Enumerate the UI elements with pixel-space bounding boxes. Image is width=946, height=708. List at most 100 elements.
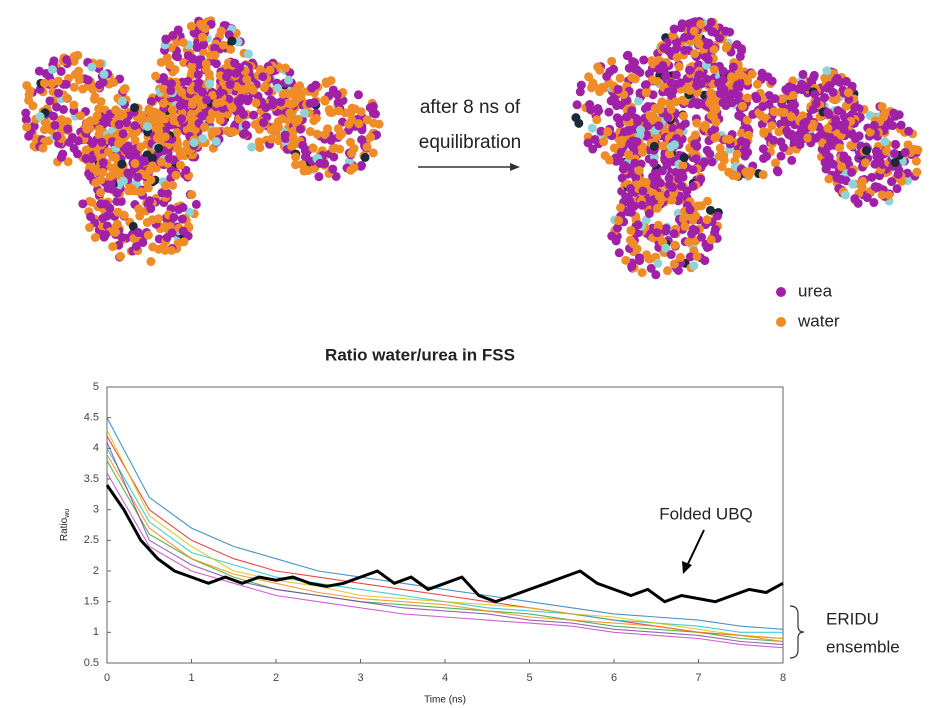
molecule-dot bbox=[877, 190, 887, 200]
molecule-dot bbox=[90, 232, 100, 242]
molecule-dot bbox=[641, 177, 651, 187]
molecule-dot bbox=[832, 173, 842, 183]
molecule-dot bbox=[692, 118, 702, 128]
molecule-dot bbox=[728, 62, 738, 72]
molecule-dot bbox=[52, 102, 62, 112]
annotation: Folded UBQ bbox=[659, 504, 753, 523]
molecule-dot bbox=[22, 122, 32, 132]
molecule-dot bbox=[69, 52, 79, 62]
molecule-dot bbox=[166, 245, 176, 255]
molecule-dot bbox=[811, 99, 821, 109]
molecule-dot bbox=[200, 23, 210, 33]
molecule-dot bbox=[890, 139, 900, 149]
molecule-dot bbox=[297, 159, 307, 169]
molecule-dot bbox=[839, 153, 849, 163]
molecule-dot bbox=[913, 145, 923, 155]
molecule-dot bbox=[714, 151, 724, 161]
molecule-dot bbox=[179, 237, 189, 247]
molecule-dot bbox=[674, 62, 684, 72]
molecule-dot bbox=[654, 191, 664, 201]
molecule-dot bbox=[732, 171, 742, 181]
molecule-dot bbox=[702, 74, 712, 84]
molecule-dot bbox=[635, 68, 645, 78]
y-axis-label-sub: wu bbox=[64, 509, 71, 519]
molecule-dot bbox=[130, 103, 140, 113]
molecule-dot bbox=[641, 80, 651, 90]
annotation: after 8 ns of bbox=[420, 97, 521, 118]
molecule-dot bbox=[850, 194, 860, 204]
molecule-dot bbox=[788, 90, 798, 100]
molecule-dot bbox=[216, 26, 226, 36]
y-tick-label: 4.5 bbox=[84, 412, 99, 424]
molecule-dot bbox=[53, 76, 63, 86]
molecule-dot bbox=[741, 167, 751, 177]
molecule-dot bbox=[21, 108, 31, 118]
molecule-dot bbox=[882, 146, 892, 156]
x-tick-label: 4 bbox=[442, 672, 448, 684]
molecule-dot bbox=[108, 77, 118, 87]
molecule-dot bbox=[179, 58, 189, 68]
molecule-dot bbox=[587, 83, 597, 93]
molecule-dot bbox=[130, 120, 140, 130]
molecule-dot bbox=[702, 242, 712, 252]
molecule-dot bbox=[911, 156, 921, 166]
molecule-dot bbox=[738, 101, 748, 111]
molecule-dot bbox=[356, 161, 366, 171]
molecule-dot bbox=[134, 204, 144, 214]
molecule-dot bbox=[192, 43, 202, 53]
molecule-dot bbox=[169, 212, 179, 222]
molecule-dot bbox=[300, 146, 310, 156]
molecule-dot bbox=[612, 153, 622, 163]
y-tick-label: 4 bbox=[93, 442, 99, 454]
molecule-dot bbox=[265, 65, 275, 75]
molecule-dot bbox=[202, 95, 212, 105]
molecule-dot bbox=[652, 203, 662, 213]
molecule-dot bbox=[289, 114, 299, 124]
molecule-dot bbox=[347, 148, 357, 158]
molecule-dot bbox=[332, 90, 342, 100]
molecule-dot bbox=[128, 221, 138, 231]
molecule-dot bbox=[259, 83, 269, 93]
molecule-dot bbox=[669, 259, 679, 269]
molecule-dot bbox=[767, 121, 777, 131]
molecule-dot bbox=[324, 105, 334, 115]
molecule-dot bbox=[189, 138, 199, 148]
y-axis-label: Ratiowu bbox=[59, 509, 71, 541]
molecule-dot bbox=[671, 79, 681, 89]
molecule-dot bbox=[249, 110, 259, 120]
molecule-dot bbox=[677, 168, 687, 178]
molecule-dot bbox=[763, 72, 773, 82]
molecule-dot bbox=[266, 134, 276, 144]
legend-label: urea bbox=[798, 281, 833, 300]
molecule-dot bbox=[328, 164, 338, 174]
ensemble-line bbox=[106, 417, 784, 630]
molecule-dot bbox=[311, 113, 321, 123]
molecule-dot bbox=[692, 251, 702, 261]
molecule-dot bbox=[744, 130, 754, 140]
molecule-dot bbox=[62, 93, 72, 103]
molecule-dot bbox=[108, 242, 118, 252]
ensemble-line bbox=[106, 454, 784, 643]
molecule-dot bbox=[728, 89, 738, 99]
molecule-dot bbox=[122, 118, 132, 128]
molecule-dot bbox=[752, 94, 762, 104]
molecule-dot bbox=[705, 149, 715, 159]
molecule-dot bbox=[823, 108, 833, 118]
molecule-dot bbox=[692, 141, 702, 151]
molecule-dot bbox=[662, 160, 672, 170]
molecule-dot bbox=[609, 143, 619, 153]
molecule-dot bbox=[678, 111, 688, 121]
molecule-dot bbox=[689, 261, 699, 271]
molecule-dot bbox=[248, 85, 258, 95]
molecule-dot bbox=[758, 170, 768, 180]
molecule-dot bbox=[630, 58, 640, 68]
molecule-dot bbox=[251, 98, 261, 108]
molecule-dot bbox=[344, 119, 354, 129]
chart-title: Ratio water/urea in FSS bbox=[325, 345, 515, 364]
molecule-dot bbox=[299, 108, 309, 118]
molecule-dot bbox=[78, 199, 88, 209]
molecule-dot bbox=[153, 214, 163, 224]
molecule-dot bbox=[735, 51, 745, 61]
molecule-dot bbox=[649, 158, 659, 168]
molecule-dot bbox=[182, 125, 192, 135]
